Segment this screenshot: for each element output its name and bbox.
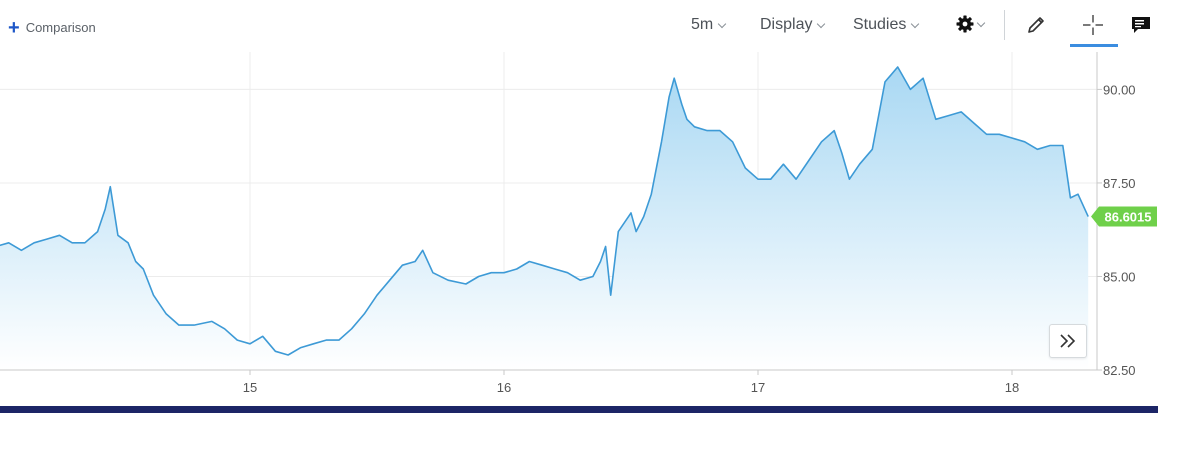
- scroll-to-latest-button[interactable]: [1049, 324, 1087, 358]
- toolbar-divider: [1004, 10, 1005, 40]
- comparison-button[interactable]: + Comparison: [8, 16, 96, 39]
- x-tick-label: 16: [497, 380, 511, 395]
- comments-button[interactable]: [1126, 12, 1156, 38]
- settings-dropdown[interactable]: [955, 14, 986, 34]
- comment-icon: [1132, 17, 1150, 33]
- current-price-label: 86.6015: [1105, 210, 1152, 225]
- y-tick-label: 90.00: [1103, 82, 1136, 97]
- interval-dropdown[interactable]: 5m: [691, 16, 727, 34]
- studies-label: Studies: [853, 16, 907, 33]
- pencil-icon: [1028, 17, 1044, 33]
- plus-icon: +: [8, 16, 20, 39]
- bottom-bar: [0, 406, 1158, 413]
- x-tick-label: 18: [1005, 380, 1019, 395]
- series-line: [0, 66, 1089, 356]
- crosshair-icon: [1083, 15, 1103, 35]
- current-price-badge: [1091, 206, 1157, 227]
- comparison-label: Comparison: [25, 20, 96, 35]
- active-tool-indicator: [1070, 44, 1118, 47]
- display-dropdown[interactable]: Display: [760, 16, 826, 34]
- interval-label: 5m: [691, 16, 714, 33]
- x-tick-label: 15: [243, 380, 257, 395]
- gear-icon: [956, 15, 974, 33]
- crosshair-tool-button[interactable]: [1078, 12, 1108, 38]
- x-tick-label: 17: [751, 380, 765, 395]
- chart-toolbar: + Comparison 5m Display Studies: [0, 0, 1200, 50]
- double-chevron-right-icon: [1060, 334, 1076, 348]
- y-tick-label: 82.50: [1103, 363, 1136, 378]
- series-area: [0, 67, 1089, 370]
- draw-tool-button[interactable]: [1021, 12, 1051, 38]
- studies-dropdown[interactable]: Studies: [853, 16, 920, 34]
- y-tick-label: 85.00: [1103, 269, 1136, 284]
- display-label: Display: [760, 16, 813, 33]
- y-tick-label: 87.50: [1103, 176, 1136, 191]
- price-chart[interactable]: 15 16 17 18 82.50 85.00 87.50 90.00 86.6015: [0, 0, 1200, 410]
